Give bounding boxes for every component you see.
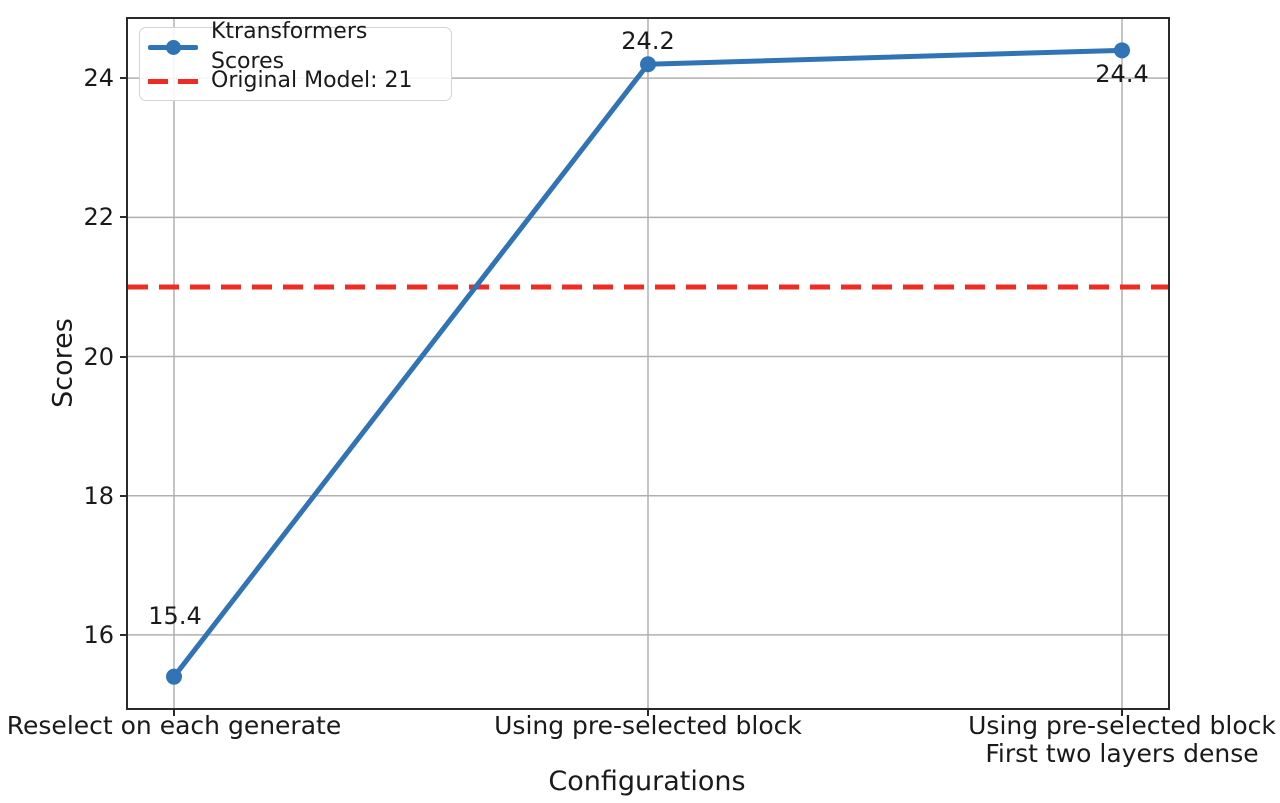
x-tick-label: Using pre-selected block [494, 711, 802, 740]
y-tick-mark [120, 495, 128, 497]
data-label: 24.4 [1095, 60, 1149, 88]
y-tick-label: 24 [83, 64, 114, 92]
y-tick-mark [120, 356, 128, 358]
data-label: 15.4 [148, 602, 202, 630]
y-tick-mark [120, 634, 128, 636]
legend-label: Ktransformers Scores [211, 19, 368, 74]
legend-label: Original Model: 21 [211, 68, 413, 93]
legend-entry-series: Ktransformers Scores [148, 19, 441, 74]
x-tick-mark [647, 708, 649, 716]
x-axis-title: Configurations [548, 766, 746, 797]
y-tick-label: 18 [83, 482, 114, 510]
chart-canvas [128, 19, 1168, 708]
legend-entry-reference: Original Model: 21 [148, 66, 441, 96]
dashed-line-swatch-icon [148, 73, 198, 89]
y-tick-label: 20 [83, 343, 114, 371]
y-tick-label: 16 [83, 621, 114, 649]
data-label: 24.2 [621, 27, 675, 55]
y-tick-label: 22 [83, 203, 114, 231]
plot-area [126, 17, 1170, 710]
x-tick-mark [173, 708, 175, 716]
y-tick-mark [120, 77, 128, 79]
x-tick-mark [1121, 708, 1123, 716]
x-tick-label: Reselect on each generate [6, 711, 342, 740]
line-marker-swatch-icon [148, 39, 198, 55]
y-axis-title: Scores [47, 318, 79, 408]
x-tick-label: Using pre-selected block First two layer… [968, 711, 1276, 768]
y-tick-mark [120, 216, 128, 218]
legend: Ktransformers Scores Original Model: 21 [139, 19, 452, 101]
